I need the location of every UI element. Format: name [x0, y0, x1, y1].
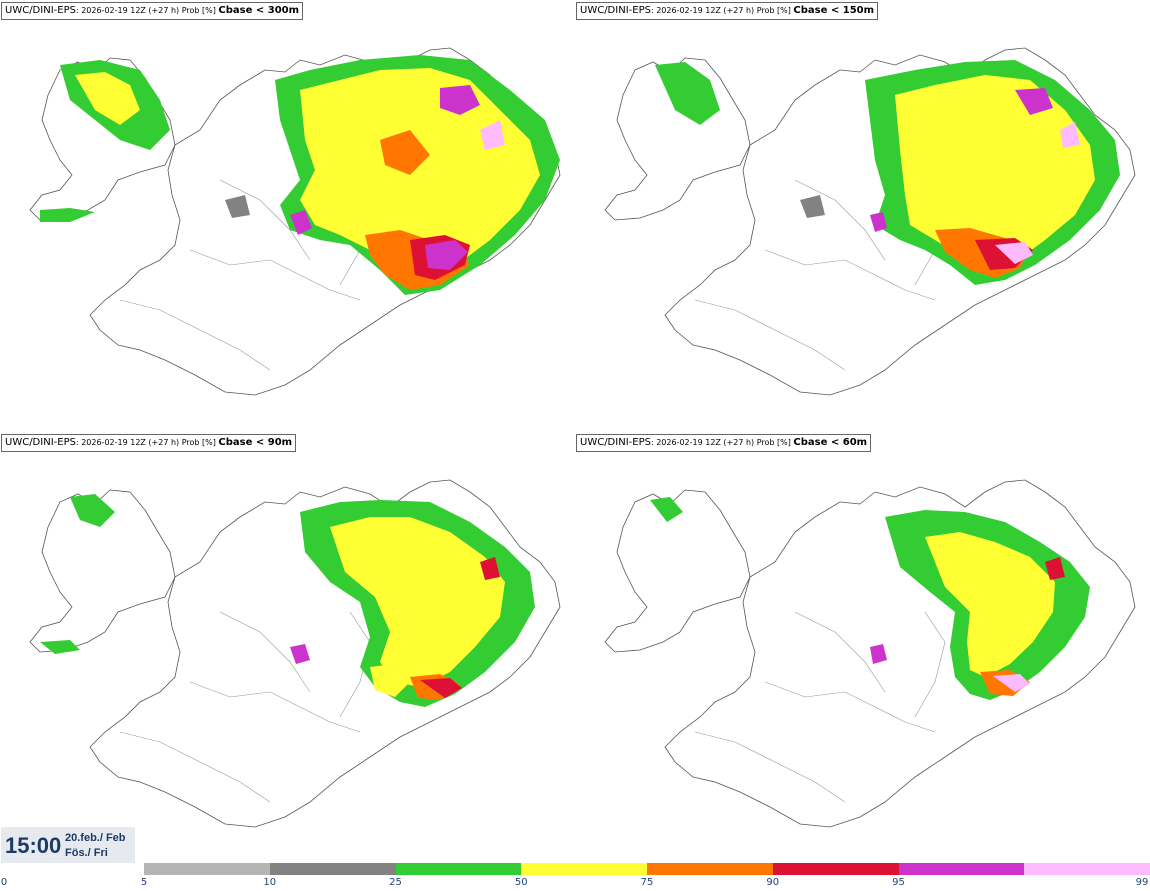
iceland-map	[29, 479, 561, 828]
valid-date: 20.feb./ Feb Fös./ Fri	[65, 831, 126, 861]
variable-name: Cbase < 90m	[218, 437, 293, 448]
valid-time: 15:00	[5, 833, 62, 858]
legend-tick-label: 25	[389, 877, 402, 888]
variable-name: Cbase < 60m	[793, 437, 868, 448]
panel-title: UWC/DINI-EPS: 2026-02-19 12Z (+27 h) Pro…	[576, 434, 872, 452]
legend-tick-label: 50	[514, 877, 528, 888]
legend-swatch	[395, 863, 522, 875]
valid-time-box: 15:00 20.feb./ Feb Fös./ Fri	[1, 827, 135, 863]
model-name: UWC/DINI-EPS	[5, 437, 76, 448]
legend-swatch	[1024, 863, 1150, 875]
weekday-line: Fös./ Fri	[65, 847, 108, 859]
panel-title: UWC/DINI-EPS: 2026-02-19 12Z (+27 h) Pro…	[1, 434, 297, 452]
model-name: UWC/DINI-EPS	[580, 437, 651, 448]
variable-name: Cbase < 300m	[218, 5, 300, 16]
model-name: UWC/DINI-EPS	[5, 5, 76, 16]
legend-swatch	[144, 863, 270, 875]
panel-title: UWC/DINI-EPS: 2026-02-19 12Z (+27 h) Pro…	[1, 2, 304, 20]
iceland-map	[604, 47, 1136, 396]
model-name: UWC/DINI-EPS	[580, 5, 651, 16]
legend-swatch	[269, 863, 396, 875]
legend-tick-label: 75	[640, 877, 654, 888]
run-info: : 2026-02-19 12Z (+27 h) Prob [%]	[75, 438, 219, 447]
legend-tick-label: 90	[766, 877, 780, 888]
run-info: : 2026-02-19 12Z (+27 h) Prob [%]	[650, 6, 794, 15]
legend-tick-label: 99	[1135, 877, 1149, 888]
legend-tick-label: 95	[892, 877, 905, 888]
legend-tick-label: 10	[263, 877, 277, 888]
legend-swatch	[521, 863, 647, 875]
iceland-map	[604, 479, 1136, 828]
legend-swatch	[647, 863, 773, 875]
variable-name: Cbase < 150m	[793, 5, 875, 16]
map-panel-90m: UWC/DINI-EPS: 2026-02-19 12Z (+27 h) Pro…	[0, 432, 575, 864]
run-info: : 2026-02-19 12Z (+27 h) Prob [%]	[650, 438, 794, 447]
run-info: : 2026-02-19 12Z (+27 h) Prob [%]	[75, 6, 219, 15]
date-line: 20.feb./ Feb	[65, 832, 126, 844]
probability-legend	[144, 863, 1150, 875]
map-panel-60m: UWC/DINI-EPS: 2026-02-19 12Z (+27 h) Pro…	[575, 432, 1150, 864]
legend-swatch	[772, 863, 899, 875]
legend-tick-label: 0	[0, 877, 8, 888]
legend-tick-label: 5	[140, 877, 148, 888]
panel-title: UWC/DINI-EPS: 2026-02-19 12Z (+27 h) Pro…	[576, 2, 879, 20]
legend-swatch	[898, 863, 1025, 875]
iceland-map	[29, 47, 561, 396]
map-panel-150m: UWC/DINI-EPS: 2026-02-19 12Z (+27 h) Pro…	[575, 0, 1150, 432]
map-panel-300m: UWC/DINI-EPS: 2026-02-19 12Z (+27 h) Pro…	[0, 0, 575, 432]
